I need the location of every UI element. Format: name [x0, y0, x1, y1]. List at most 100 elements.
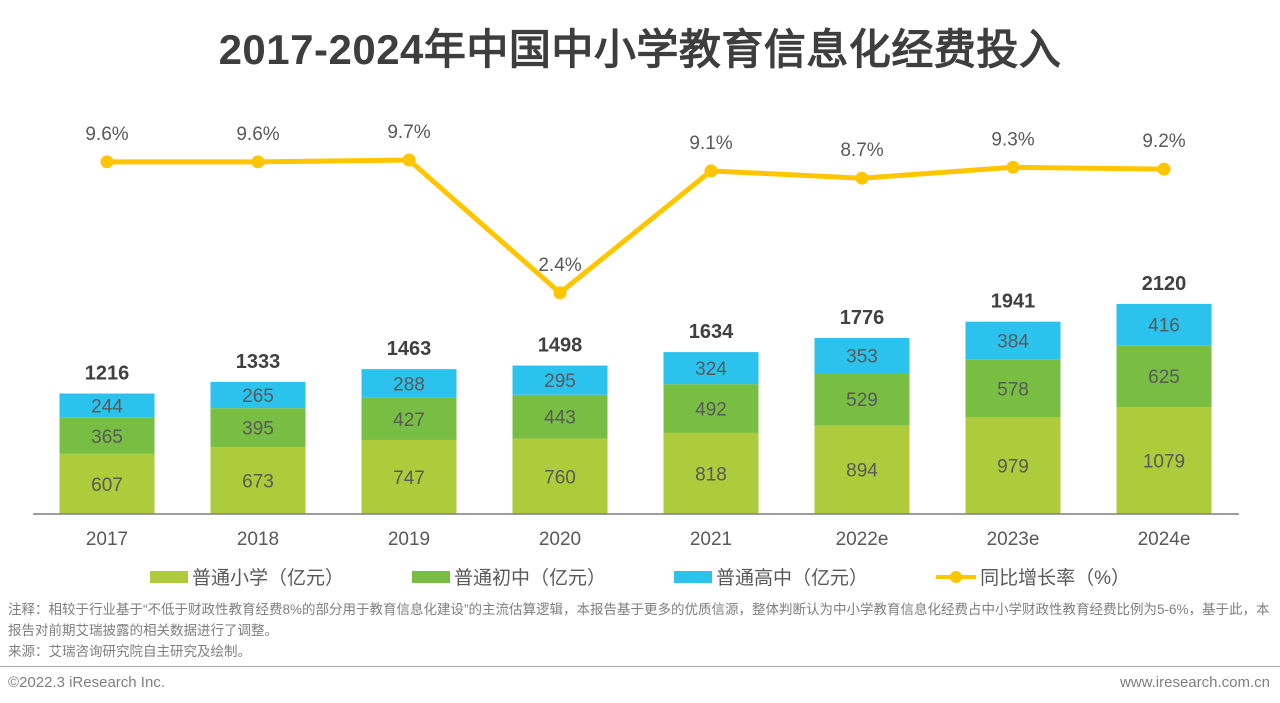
x-axis-label-2023e: 2023e: [987, 529, 1040, 550]
bar-segment-label-s0-2020: 760: [544, 467, 576, 488]
x-axis-label-2020: 2020: [539, 529, 581, 550]
bar-segment-s0-2023e: [965, 416, 1061, 514]
growth-rate-point-2018: [251, 155, 265, 169]
growth-rate-label-2018: 9.6%: [236, 124, 279, 145]
bar-total-label-2022e: 1776: [840, 307, 885, 329]
legend-label-high-school: 普通高中（亿元）: [716, 568, 869, 589]
footer-website: www.iresearch.com.cn: [1119, 674, 1270, 691]
bar-segment-s2-2020: [512, 365, 608, 395]
bar-segment-label-s2-2019: 288: [393, 374, 425, 395]
bar-segment-s2-2019: [361, 369, 457, 398]
growth-rate-point-2024e: [1157, 162, 1171, 176]
x-axis-label-2021: 2021: [690, 529, 732, 550]
bar-segment-label-s1-2017: 365: [91, 427, 123, 448]
chart-canvas: 607 365 244 1216 2017 673 395 265 1333 2018 747 427…: [33, 122, 1239, 550]
legend-item-growth-rate: 同比增长率（%）: [936, 563, 1130, 590]
note-text: 注释：相较于行业基于“不低于财政性教育经费8%的部分用于教育信息化建设”的主流估…: [8, 602, 1270, 638]
legend-line-dot: [950, 570, 963, 583]
bar-segment-label-s0-2024e: 1079: [1143, 452, 1185, 473]
growth-rate-point-2023e: [1006, 160, 1020, 174]
chart-title: 2017-2024年中国中小学教育信息化经费投入: [218, 26, 1062, 73]
bar-segment-label-s1-2023e: 578: [997, 379, 1029, 400]
bar-segment-s1-2023e: [965, 359, 1061, 417]
growth-rate-label-2019: 9.7%: [387, 122, 430, 143]
x-axis-label-2018: 2018: [237, 529, 279, 550]
bar-segment-label-s1-2021: 492: [695, 400, 727, 421]
bar-total-label-2017: 1216: [85, 362, 130, 384]
legend-item-high-school: 普通高中（亿元）: [674, 563, 868, 590]
legend-line-marker-icon: [936, 570, 977, 583]
growth-rate-label-2024e: 9.2%: [1142, 131, 1185, 152]
bar-segment-label-s2-2021: 324: [695, 359, 727, 380]
growth-rate-label-2021: 9.1%: [689, 133, 732, 154]
growth-rate-point-2019: [402, 153, 416, 167]
bar-total-label-2023e: 1941: [991, 291, 1036, 313]
bar-segment-label-s2-2017: 244: [91, 397, 123, 418]
bar-segment-s0-2022e: [814, 425, 910, 514]
notes-block: 注释：相较于行业基于“不低于财政性教育经费8%的部分用于教育信息化建设”的主流估…: [8, 599, 1274, 662]
growth-rate-label-2017: 9.6%: [85, 124, 128, 145]
bar-total-label-2020: 1498: [538, 335, 583, 357]
growth-rate-label-2022e: 8.7%: [840, 140, 883, 161]
bar-segment-s1-2020: [512, 394, 608, 439]
bar-segment-label-s0-2018: 673: [242, 472, 274, 493]
x-axis-label-2017: 2017: [86, 529, 128, 550]
growth-rate-line: [107, 157, 1165, 297]
x-axis-label-2019: 2019: [388, 529, 430, 550]
legend-label-primary-school: 普通小学（亿元）: [192, 568, 345, 589]
bar-segment-label-s1-2020: 443: [544, 408, 576, 429]
legend-item-primary-school: 普通小学（亿元）: [150, 563, 344, 590]
bar-segment-s1-2019: [361, 397, 457, 440]
legend-item-middle-school: 普通初中（亿元）: [412, 563, 606, 590]
bar-segment-s0-2017: [59, 453, 155, 514]
bar-segment-s0-2021: [663, 432, 759, 514]
bar-segment-label-s2-2022e: 353: [846, 346, 878, 367]
bar-segment-s2-2021: [663, 352, 759, 385]
bar-total-label-2018: 1333: [236, 351, 281, 373]
bar-segment-label-s0-2019: 747: [393, 468, 425, 489]
bar-segment-label-s2-2023e: 384: [997, 332, 1029, 353]
bar-segment-s2-2017: [59, 393, 155, 418]
growth-rate-label-2023e: 9.3%: [991, 129, 1034, 150]
bar-segment-label-s1-2018: 395: [242, 419, 274, 440]
bar-segment-label-s1-2019: 427: [393, 410, 425, 431]
bar-segment-label-s2-2020: 295: [544, 371, 576, 392]
source-text: 来源：艾瑞咨询研究院自主研究及绘制。: [8, 644, 251, 659]
bar-total-label-2024e: 2120: [1142, 273, 1187, 295]
chart-legend: 普通小学（亿元） 普通初中（亿元） 普通高中（亿元） 同比增长率（%）: [0, 563, 1280, 590]
bar-segment-label-s0-2017: 607: [91, 475, 123, 496]
bar-segment-s1-2018: [210, 408, 306, 448]
growth-rate-point-2020: [553, 286, 567, 300]
growth-rate-point-2017: [100, 155, 114, 169]
x-axis-label-2022e: 2022e: [836, 529, 889, 550]
footer-bar: ©2022.3 iResearch Inc. www.iresearch.com…: [0, 666, 1280, 691]
bar-segment-s2-2023e: [965, 321, 1061, 360]
bar-segment-label-s1-2024e: 625: [1148, 367, 1180, 388]
footer-copyright: ©2022.3 iResearch Inc.: [8, 674, 165, 691]
growth-rate-label-2020: 2.4%: [538, 255, 581, 276]
bar-segment-s2-2022e: [814, 337, 910, 373]
bar-segment-s0-2024e: [1116, 407, 1212, 514]
bar-segment-label-s2-2018: 265: [242, 386, 274, 407]
x-axis-label-2024e: 2024e: [1138, 529, 1191, 550]
legend-label-middle-school: 普通初中（亿元）: [454, 568, 607, 589]
bar-segment-label-s0-2023e: 979: [997, 456, 1029, 477]
bar-segment-s1-2021: [663, 384, 759, 433]
bar-segment-s2-2018: [210, 381, 306, 409]
bar-total-label-2021: 1634: [689, 321, 734, 343]
bar-segment-label-s0-2021: 818: [695, 464, 727, 485]
bar-segment-s0-2020: [512, 438, 608, 514]
growth-rate-point-2021: [704, 164, 718, 178]
growth-rate-point-2022e: [855, 171, 869, 185]
bar-segment-s2-2024e: [1116, 303, 1212, 346]
bar-total-label-2019: 1463: [387, 338, 432, 360]
bar-segment-label-s2-2024e: 416: [1148, 316, 1180, 337]
legend-label-growth-rate: 同比增长率（%）: [980, 568, 1130, 589]
legend-swatch-high-school: [674, 570, 713, 583]
bar-segment-s0-2018: [210, 447, 306, 514]
bar-segment-label-s1-2022e: 529: [846, 390, 878, 411]
bar-segment-s0-2019: [361, 439, 457, 514]
bar-segment-s1-2017: [59, 417, 155, 454]
legend-swatch-primary-school: [150, 570, 189, 583]
